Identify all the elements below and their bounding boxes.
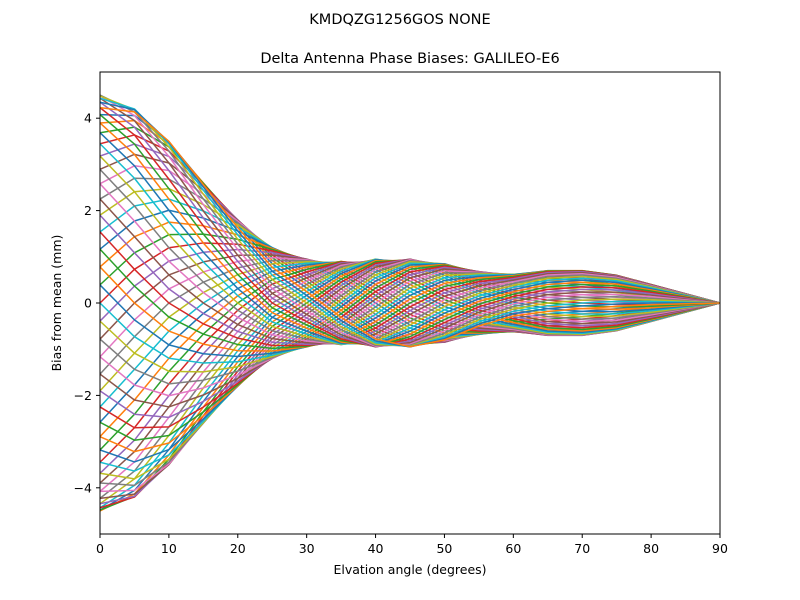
series-line-az-355 (100, 106, 720, 348)
series-line-az-335 (100, 94, 720, 347)
plot-area (100, 94, 720, 512)
series-line-az-325 (100, 97, 720, 348)
chart-suptitle: KMDQZG1256GOS NONE (309, 12, 490, 28)
series-line-az-280 (100, 183, 720, 346)
x-axis-label: Elvation angle (degrees) (333, 562, 486, 577)
series-line-az-275 (100, 198, 720, 345)
chart-title: Delta Antenna Phase Biases: GALILEO-E6 (260, 51, 559, 67)
y-axis-label: Bias from mean (mm) (49, 235, 64, 372)
x-tick-label: 50 (436, 541, 452, 556)
x-tick-label: 30 (299, 541, 315, 556)
series-line-az-330 (100, 95, 720, 347)
x-tick-label: 60 (505, 541, 521, 556)
series-line-az-305 (100, 122, 720, 347)
series-line-az-285 (100, 168, 720, 346)
x-tick-label: 80 (643, 541, 659, 556)
x-tick-label: 90 (712, 541, 728, 556)
series-line-az-300 (100, 132, 720, 345)
x-tick-label: 20 (230, 541, 246, 556)
series-lines (100, 94, 720, 512)
series-line-az-320 (100, 101, 720, 348)
x-tick-label: 0 (96, 541, 104, 556)
x-tick-label: 40 (368, 541, 384, 556)
y-tick-label: −2 (74, 388, 92, 403)
x-tick-label: 70 (574, 541, 590, 556)
x-tick-label: 10 (161, 541, 177, 556)
series-line-az-295 (100, 143, 720, 345)
y-tick-label: −4 (74, 480, 92, 495)
series-line-az-290 (100, 155, 720, 346)
y-tick-label: 4 (84, 111, 92, 126)
series-line-az-315 (100, 107, 720, 348)
y-tick-label: 2 (84, 203, 92, 218)
y-tick-label: 0 (84, 296, 92, 311)
x-axis: 0 10 20 30 40 50 60 70 80 90 (96, 534, 728, 556)
y-axis: −4 −2 0 2 4 (74, 111, 100, 495)
series-line-az-310 (100, 114, 720, 347)
